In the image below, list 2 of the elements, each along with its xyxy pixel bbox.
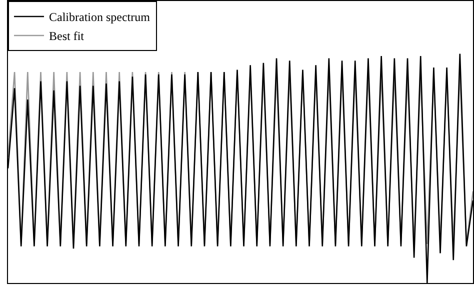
legend-label: Best fit — [49, 29, 85, 44]
legend-label: Calibration spectrum — [49, 10, 151, 24]
